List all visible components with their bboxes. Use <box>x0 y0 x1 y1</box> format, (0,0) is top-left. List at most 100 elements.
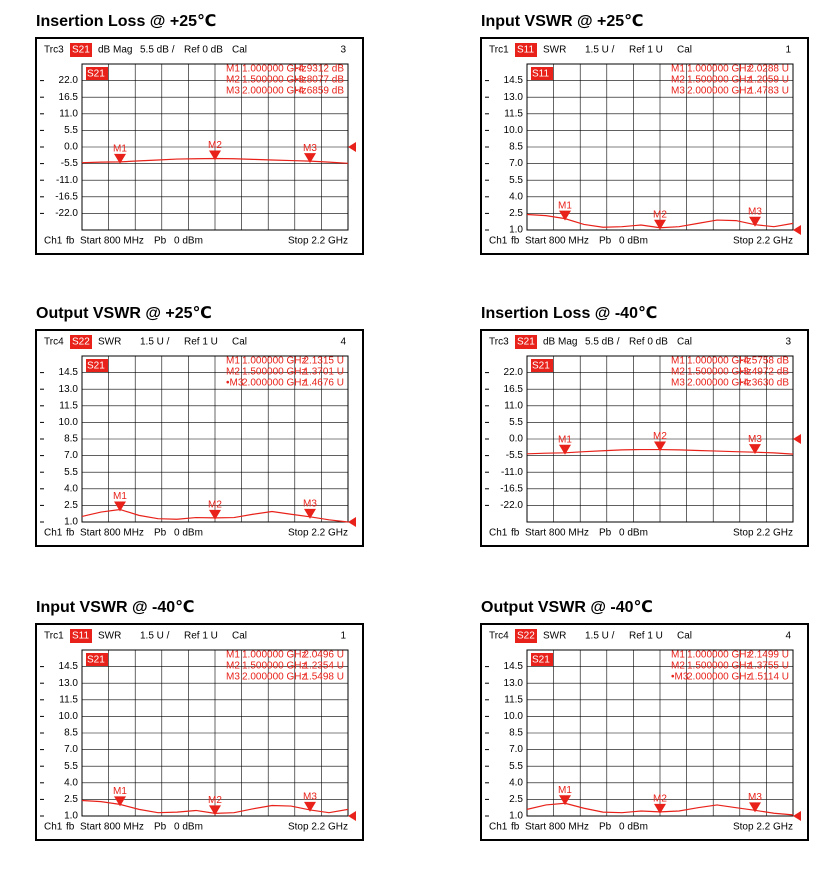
readout-name: M2 <box>226 367 240 378</box>
footer-channel: Ch1 <box>44 822 63 833</box>
readout-freq: 2.000000 GHz <box>242 378 307 389</box>
readout-value: 1.5114 U <box>749 672 789 683</box>
footer-stop: Stop 2.2 GHz <box>288 528 348 539</box>
param-badge <box>515 43 537 57</box>
y-tick-label: 4.0 <box>64 483 78 494</box>
y-tick-label: 11.5 <box>504 108 523 119</box>
marker-label: M2 <box>653 793 667 804</box>
marker-label: M3 <box>303 498 317 509</box>
y-tick-label: 1.0 <box>509 225 523 236</box>
readout-freq: 1.500000 GHz <box>687 661 752 672</box>
param: S21 <box>517 337 535 348</box>
readout-freq: 1.000000 GHz <box>242 64 307 75</box>
y-tick-label: 11.5 <box>59 694 78 705</box>
chart-title: Insertion Loss @ +25℃ <box>36 13 216 30</box>
readout-value: -3.4972 dB <box>740 367 789 378</box>
footer-power-label: Pb <box>599 236 612 247</box>
y-tick-label: 5.5 <box>509 761 523 772</box>
footer-power-label: Pb <box>599 528 612 539</box>
footer-power-label: Pb <box>599 822 612 833</box>
trace-badge <box>531 67 553 80</box>
readout-value: 1.2059 U <box>748 75 789 86</box>
footer-stop: Stop 2.2 GHz <box>733 528 793 539</box>
reference: Ref 1 U <box>629 45 663 56</box>
readout-freq: 2.000000 GHz <box>687 378 752 389</box>
reference-arrow <box>348 811 356 821</box>
scale: 1.5 U / <box>585 631 615 642</box>
y-tick-label: 2.5 <box>509 794 523 805</box>
reference-arrow <box>793 225 801 235</box>
footer-start: Start 800 MHz <box>80 236 144 247</box>
format: SWR <box>543 631 566 642</box>
marker <box>209 805 221 816</box>
footer-power: 0 dBm <box>619 528 648 539</box>
readout-name: M2 <box>671 75 685 86</box>
trace-badge <box>531 653 553 666</box>
status: Cal <box>677 631 692 642</box>
y-tick-label: 16.5 <box>504 384 524 395</box>
y-tick-label: 8.5 <box>509 142 523 153</box>
marker <box>114 153 126 164</box>
param-badge <box>70 43 92 57</box>
footer-stop: Stop 2.2 GHz <box>288 236 348 247</box>
format: SWR <box>98 631 121 642</box>
footer-power-label: Pb <box>154 822 167 833</box>
reference-arrow <box>793 434 801 444</box>
trace-label: S21 <box>532 361 550 372</box>
readout-name: M3 <box>226 86 240 97</box>
chart-title: Input VSWR @ +25℃ <box>481 13 644 30</box>
y-tick-label: 14.5 <box>59 367 79 378</box>
y-tick-label: 2.5 <box>64 794 78 805</box>
trace-label: S21 <box>87 361 105 372</box>
readout-freq: 1.000000 GHz <box>687 650 752 661</box>
y-tick-label: 8.5 <box>64 434 78 445</box>
marker <box>654 803 666 814</box>
readout-freq: 1.000000 GHz <box>687 356 752 367</box>
y-tick-label: -11.0 <box>501 467 523 478</box>
param-badge <box>70 629 92 643</box>
readout-value: 1.3701 U <box>303 367 344 378</box>
trace-badge <box>86 653 108 666</box>
y-tick-label: 22.0 <box>504 367 524 378</box>
scale: 1.5 U / <box>140 631 170 642</box>
marker-label: M2 <box>653 431 667 442</box>
chart-title: Output VSWR @ -40℃ <box>481 599 653 616</box>
readout-value: 1.5498 U <box>303 672 344 683</box>
y-tick-label: 16.5 <box>59 92 79 103</box>
trace-label: S21 <box>87 69 105 80</box>
y-tick-label: -16.5 <box>55 191 78 202</box>
footer-start: Start 800 MHz <box>525 822 589 833</box>
y-tick-label: 10.0 <box>504 711 524 722</box>
readout-name: M1 <box>226 650 240 661</box>
readout-freq: 1.500000 GHz <box>242 75 307 86</box>
marker <box>209 509 221 520</box>
marker <box>559 795 571 806</box>
scale: 1.5 U / <box>140 337 170 348</box>
y-tick-label: 7.0 <box>509 744 523 755</box>
marker <box>749 802 761 813</box>
param-badge <box>515 629 537 643</box>
readout-name: M3 <box>671 86 685 97</box>
reference-arrow <box>348 142 356 152</box>
y-tick-label: 11.0 <box>59 108 78 119</box>
marker-label: M3 <box>748 434 762 445</box>
marker <box>304 153 316 164</box>
y-tick-label: 13.0 <box>504 92 524 103</box>
status: Cal <box>677 45 692 56</box>
readout-name: M1 <box>226 64 240 75</box>
readout-name: M1 <box>671 650 685 661</box>
y-tick-label: 10.0 <box>504 125 524 136</box>
marker <box>654 219 666 230</box>
marker-label: M3 <box>303 792 317 803</box>
readout-name: M1 <box>226 356 240 367</box>
footer-power-label: Pb <box>154 528 167 539</box>
readout-freq: 2.000000 GHz <box>687 672 752 683</box>
marker <box>749 216 761 227</box>
reference: Ref 0 dB <box>184 45 223 56</box>
trace-name: Trc3 <box>489 337 509 348</box>
readout-freq: 2.000000 GHz <box>687 86 752 97</box>
y-tick-label: 7.0 <box>64 744 78 755</box>
readout-value: 2.0288 U <box>748 64 789 75</box>
readout-freq: 1.000000 GHz <box>242 650 307 661</box>
